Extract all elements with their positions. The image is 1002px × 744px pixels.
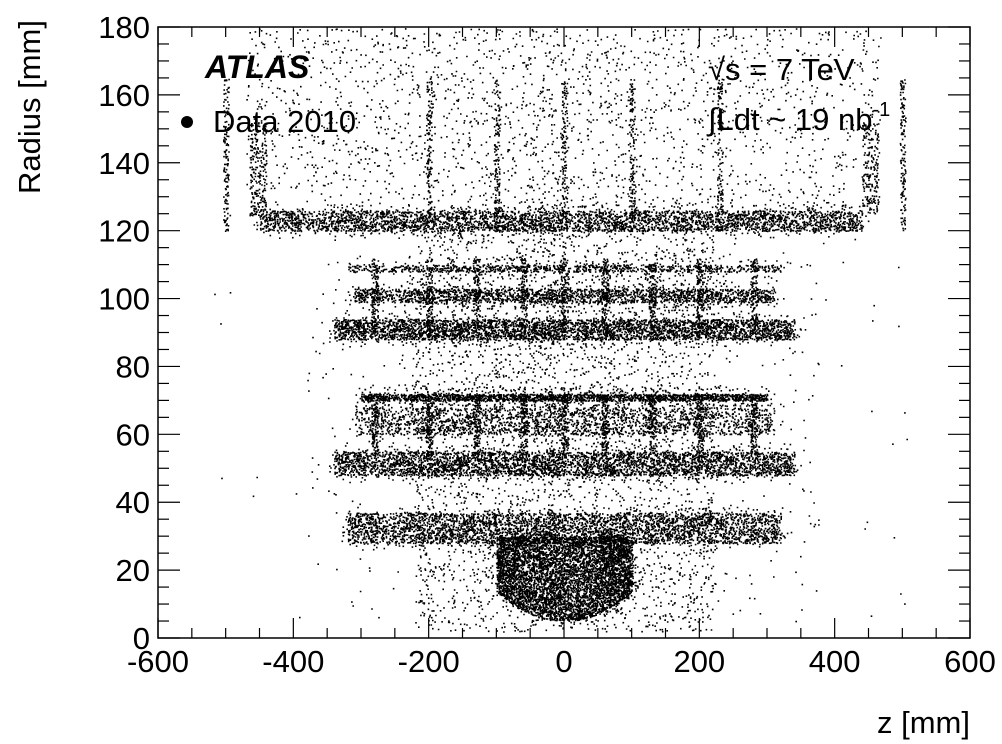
luminosity-text: ∫Ldt ~ 19 nb-1 — [706, 99, 890, 137]
y-tick-label: 0 — [133, 621, 150, 656]
y-tick-label: 160 — [98, 78, 150, 113]
y-axis-title: Radius [mm] — [12, 20, 47, 194]
legend-label-data-2010: Data 2010 — [213, 104, 356, 139]
x-axis-title: z [mm] — [877, 705, 970, 740]
x-tick-label: 0 — [555, 644, 572, 679]
x-tick-label: -200 — [398, 644, 460, 679]
data-point-cloud — [214, 28, 908, 633]
x-tick-label: -400 — [262, 644, 324, 679]
y-tick-label: 180 — [98, 10, 150, 45]
x-tick-label: 200 — [673, 644, 725, 679]
legend-marker-data-2010 — [181, 116, 193, 128]
energy-label: √s = 7 TeV — [708, 52, 855, 87]
legend: Data 2010 — [181, 104, 356, 139]
y-tick-label: 40 — [116, 485, 150, 520]
axis-ticks — [157, 26, 971, 639]
y-tick-label: 140 — [98, 146, 150, 181]
x-tick-labels: -600 -400 -200 0 200 400 600 — [127, 644, 996, 679]
y-tick-label: 20 — [116, 553, 150, 588]
data-points — [214, 28, 908, 633]
y-tick-labels: 0 20 40 60 80 100 120 140 160 180 — [98, 10, 150, 656]
y-tick-label: 60 — [116, 417, 150, 452]
experiment-label: ATLAS — [204, 49, 310, 85]
x-tick-label: 600 — [944, 644, 996, 679]
x-tick-label: 400 — [809, 644, 861, 679]
plot-area — [157, 26, 971, 639]
x-tick-label: -600 — [127, 644, 189, 679]
y-tick-label: 100 — [98, 282, 150, 317]
y-tick-label: 80 — [116, 349, 150, 384]
luminosity-label: ∫Ldt ~ 19 nb-1 — [706, 99, 890, 137]
y-tick-label: 120 — [98, 214, 150, 249]
